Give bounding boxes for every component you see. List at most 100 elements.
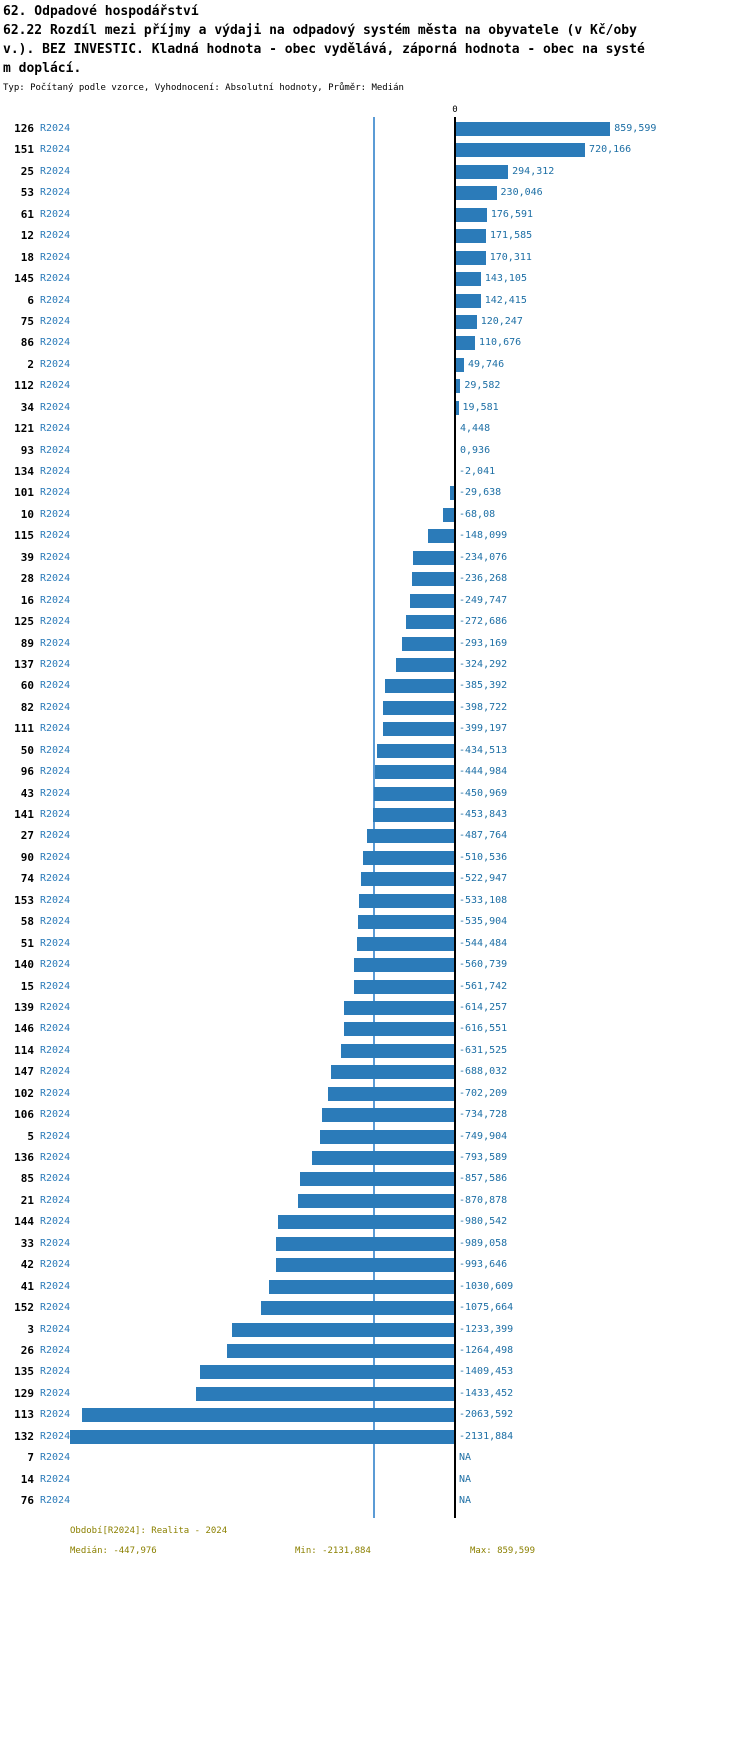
value-bar[interactable]: [455, 379, 461, 394]
value-bar[interactable]: [297, 1193, 455, 1208]
value-bar[interactable]: [319, 1129, 455, 1144]
row-period-label: R2024: [40, 980, 71, 992]
value-bar[interactable]: [382, 722, 455, 737]
row-value: -616,551: [459, 1023, 508, 1035]
value-bar[interactable]: [275, 1258, 455, 1273]
value-bar[interactable]: [322, 1108, 455, 1123]
chart-row: 89 R2024 -293,169: [0, 633, 750, 654]
value-bar[interactable]: [455, 229, 486, 244]
value-bar[interactable]: [409, 593, 455, 608]
row-period-label: R2024: [40, 744, 71, 756]
chart-row: 61 R2024 176,591: [0, 204, 750, 225]
chart-row: 3 R2024 -1233,399: [0, 1319, 750, 1340]
value-bar[interactable]: [412, 550, 455, 565]
value-bar[interactable]: [328, 1086, 455, 1101]
chart-row: 15 R2024 -561,742: [0, 976, 750, 997]
value-bar[interactable]: [70, 1429, 455, 1444]
value-bar[interactable]: [356, 936, 455, 951]
value-bar[interactable]: [376, 743, 455, 758]
row-value: -1030,609: [459, 1280, 514, 1292]
row-id: 151: [14, 143, 34, 157]
value-bar[interactable]: [358, 893, 455, 908]
value-bar[interactable]: [277, 1215, 455, 1230]
chart-row: 137 R2024 -324,292: [0, 654, 750, 675]
chart-row: 7 R2024 NA: [0, 1447, 750, 1468]
value-bar[interactable]: [455, 336, 475, 351]
value-bar[interactable]: [343, 1022, 455, 1037]
row-id: 112: [14, 379, 34, 393]
value-bar[interactable]: [358, 915, 455, 930]
value-bar[interactable]: [232, 1322, 455, 1337]
value-bar[interactable]: [330, 1065, 455, 1080]
value-bar[interactable]: [412, 572, 455, 587]
footer-median-stat: Medián: -447,976: [70, 1546, 157, 1556]
value-bar[interactable]: [385, 679, 455, 694]
row-period-label: R2024: [40, 1237, 71, 1249]
value-bar[interactable]: [455, 207, 487, 222]
value-bar[interactable]: [374, 765, 455, 780]
value-bar[interactable]: [353, 958, 455, 973]
value-bar[interactable]: [455, 357, 464, 372]
chart-row: 140 R2024 -560,739: [0, 954, 750, 975]
row-period-label: R2024: [40, 637, 71, 649]
chart-row: 2 R2024 49,746: [0, 354, 750, 375]
value-bar[interactable]: [360, 872, 455, 887]
row-id: 111: [14, 722, 34, 736]
value-bar[interactable]: [196, 1386, 455, 1401]
row-id: 74: [20, 872, 34, 886]
value-bar[interactable]: [362, 850, 455, 865]
row-id: 93: [20, 443, 34, 457]
value-bar[interactable]: [268, 1279, 455, 1294]
row-id: 132: [14, 1429, 34, 1443]
value-bar[interactable]: [200, 1365, 455, 1380]
row-value: -561,742: [459, 980, 508, 992]
value-bar[interactable]: [340, 1043, 455, 1058]
value-bar[interactable]: [455, 250, 486, 265]
row-id: 14: [20, 1472, 34, 1486]
value-bar[interactable]: [311, 1151, 455, 1165]
value-bar[interactable]: [402, 636, 455, 651]
value-bar[interactable]: [82, 1408, 455, 1423]
value-bar[interactable]: [428, 529, 455, 544]
value-bar[interactable]: [373, 808, 455, 822]
value-bar[interactable]: [276, 1236, 455, 1251]
value-bar[interactable]: [226, 1343, 455, 1358]
row-id: 76: [20, 1494, 34, 1507]
value-bar[interactable]: [344, 1000, 455, 1015]
chart-row: 76 R2024 NA: [0, 1490, 750, 1511]
value-bar[interactable]: [396, 657, 455, 672]
value-bar[interactable]: [455, 314, 477, 329]
row-period-label: R2024: [40, 444, 71, 456]
row-value: -2063,592: [459, 1409, 514, 1421]
value-bar[interactable]: [455, 164, 509, 179]
value-bar[interactable]: [405, 615, 455, 630]
row-id: 125: [14, 615, 34, 629]
value-bar[interactable]: [373, 786, 455, 801]
value-bar[interactable]: [455, 400, 459, 415]
value-bar[interactable]: [366, 829, 455, 844]
value-bar[interactable]: [455, 293, 481, 308]
value-bar[interactable]: [455, 186, 497, 201]
row-value: -1433,452: [459, 1387, 514, 1399]
value-bar[interactable]: [442, 507, 455, 522]
row-value: -398,722: [459, 701, 508, 713]
row-value: -560,739: [459, 959, 508, 971]
row-id: 53: [20, 186, 34, 200]
chart-row: 51 R2024 -544,484: [0, 933, 750, 954]
value-bar[interactable]: [353, 979, 455, 994]
value-bar[interactable]: [455, 143, 586, 158]
value-bar[interactable]: [300, 1172, 455, 1187]
value-bar[interactable]: [260, 1301, 455, 1316]
row-id: 6: [27, 293, 34, 307]
row-id: 60: [20, 679, 34, 693]
value-bar[interactable]: [449, 486, 455, 501]
row-id: 134: [14, 465, 34, 478]
row-value: 720,166: [589, 144, 632, 156]
row-period-label: R2024: [40, 423, 71, 435]
row-value: 142,415: [484, 294, 527, 306]
row-value: -857,586: [459, 1173, 508, 1185]
value-bar[interactable]: [382, 700, 455, 715]
value-bar[interactable]: [455, 272, 481, 287]
row-id: 135: [14, 1365, 34, 1379]
value-bar[interactable]: [455, 122, 611, 136]
